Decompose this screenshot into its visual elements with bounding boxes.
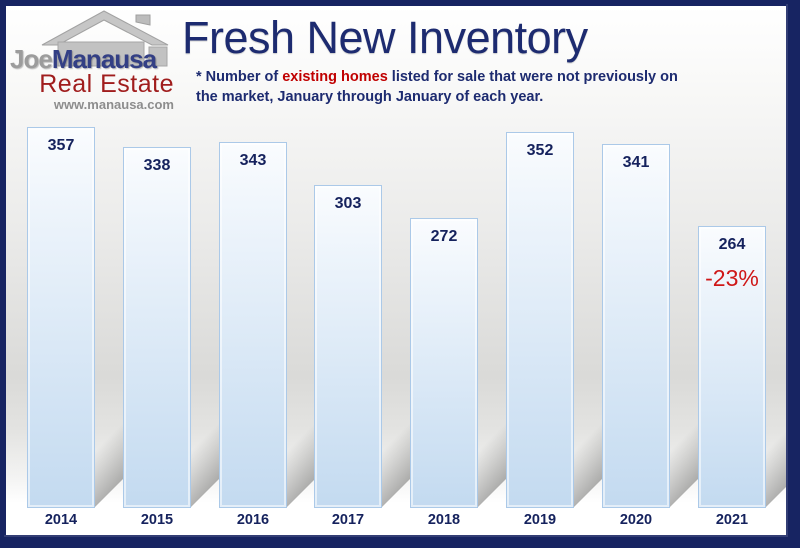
- bar-value-label: 343: [239, 152, 267, 169]
- bar-shadow: [286, 423, 315, 508]
- subtitle-line-2: the market, January through January of e…: [196, 89, 544, 105]
- logo-name: JoeManausa: [10, 44, 174, 75]
- logo-name-first: Joe: [10, 44, 53, 74]
- bar-value-label: 357: [47, 137, 75, 154]
- x-axis-label-2019: 2019: [523, 512, 557, 528]
- bar-shadow: [573, 423, 602, 508]
- subtitle-prefix: * Number of: [196, 69, 283, 85]
- x-axis-label-2017: 2017: [331, 512, 365, 528]
- logo-website: www.manausa.com: [53, 97, 174, 112]
- x-axis-label-2014: 2014: [44, 512, 78, 528]
- bar-value-label: 264: [718, 236, 746, 253]
- x-axis-label-2020: 2020: [619, 512, 653, 528]
- x-axis-label-2018: 2018: [427, 512, 461, 528]
- bar-2021: 264 -23%: [698, 226, 766, 508]
- bar-value-label: 341: [622, 154, 650, 171]
- x-axis-label-2016: 2016: [236, 512, 270, 528]
- bar-2018: 272: [410, 218, 478, 508]
- subtitle-highlight: existing homes: [282, 69, 388, 85]
- bar-2014: 357: [27, 127, 95, 508]
- bar-shadow: [669, 423, 698, 508]
- bar-2015: 338: [123, 147, 191, 508]
- x-axis-label-2015: 2015: [140, 512, 174, 528]
- bar-2016: 343: [219, 142, 287, 508]
- bar-shadow: [477, 423, 506, 508]
- subtitle-suffix: listed for sale that were not previously…: [387, 69, 678, 85]
- bar-shadow: [765, 423, 786, 508]
- bar-2020: 341: [602, 144, 670, 508]
- bar-value-label: 352: [526, 142, 554, 159]
- bar-2017: 303: [314, 185, 382, 508]
- logo-name-last: Manausa: [51, 44, 157, 74]
- logo-tagline: Real Estate: [39, 70, 174, 98]
- subtitle-line-1: * Number of existing homes listed for sa…: [196, 67, 678, 87]
- pct-change-label: -23%: [705, 265, 759, 291]
- bar-shadow: [94, 423, 123, 508]
- house-icon: [41, 10, 169, 67]
- x-axis-label-2021: 2021: [715, 512, 749, 528]
- bar-shadow: [381, 423, 410, 508]
- chart-subtitle: * Number of existing homes listed for sa…: [196, 67, 678, 107]
- bar-value-label: 338: [143, 157, 171, 174]
- bar-shadow: [190, 423, 219, 508]
- bar-2019: 352: [506, 132, 574, 508]
- bar-value-label: 272: [430, 228, 458, 245]
- bar-chart: 357 2014 338 2015 343 2016 303 2017 272 2018 352 20…: [6, 6, 786, 535]
- chart-title: Fresh New Inventory: [182, 12, 588, 63]
- company-logo: JoeManausa Real Estate www.manausa.com: [10, 8, 176, 112]
- bar-value-label: 303: [334, 195, 362, 212]
- content-area: JoeManausa Real Estate www.manausa.com F…: [6, 6, 786, 535]
